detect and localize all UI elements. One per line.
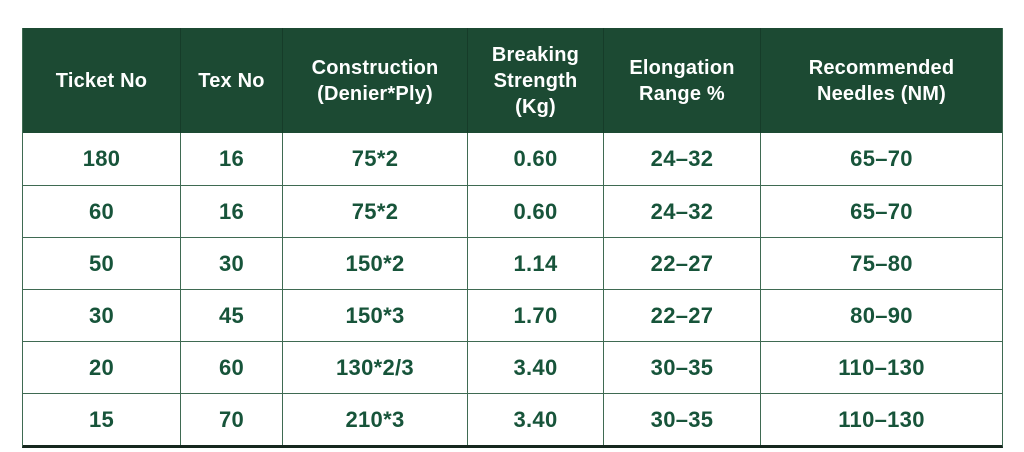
table-row: 180 16 75*2 0.60 24–32 65–70 [23, 133, 1002, 185]
table-cell: 24–32 [604, 133, 761, 185]
table-cell: 60 [181, 342, 283, 393]
table-cell: 75*2 [283, 186, 468, 237]
table-cell: 3.40 [468, 394, 604, 445]
column-header-2: Construction (Denier*Ply) [283, 28, 468, 133]
thread-spec-table: Ticket No Tex No Construction (Denier*Ply)… [22, 28, 1003, 448]
table-cell: 130*2/3 [283, 342, 468, 393]
table-cell: 65–70 [850, 198, 913, 224]
table-cell: 22–27 [604, 238, 761, 289]
table-header-row: Ticket No Tex No Construction (Denier*Ply)… [23, 28, 1002, 133]
table-row: 60 16 75*2 0.60 24–32 65–70 [23, 185, 1002, 237]
table-row: 50 30 150*2 1.14 22–27 75–80 [23, 237, 1002, 289]
table-cell: 210*3 [283, 394, 468, 445]
table-cell: 15 [23, 394, 181, 445]
table-cell: 110–130 [838, 406, 925, 432]
table-cell: 50 [23, 238, 181, 289]
table-cell: 0.60 [468, 186, 604, 237]
column-header-3: Breaking Strength (Kg) [468, 28, 604, 133]
table-cell: 150*3 [283, 290, 468, 341]
table-cell: 24–32 [604, 186, 761, 237]
table-row: 20 60 130*2/3 3.40 30–35 110–130 [23, 341, 1002, 393]
column-header-4: Elongation Range % [604, 28, 761, 133]
table-cell: 75–80 [850, 250, 913, 276]
table-cell: 70 [181, 394, 283, 445]
table-cell: 30 [181, 238, 283, 289]
table-cell: 30–35 [604, 394, 761, 445]
table-row: 30 45 150*3 1.70 22–27 80–90 [23, 289, 1002, 341]
column-header-5: Recommended Needles (NM) [808, 56, 955, 105]
table-cell: 22–27 [604, 290, 761, 341]
table-cell: 1.14 [468, 238, 604, 289]
table-cell: 30 [23, 290, 181, 341]
column-header-1: Tex No [181, 28, 283, 133]
table-cell: 30–35 [604, 342, 761, 393]
table-cell: 150*2 [283, 238, 468, 289]
column-header-0: Ticket No [23, 28, 181, 133]
table-cell: 60 [23, 186, 181, 237]
table-cell: 110–130 [838, 354, 925, 380]
table-cell: 65–70 [850, 146, 913, 171]
table-cell: 16 [181, 186, 283, 237]
table-body: 180 16 75*2 0.60 24–32 65–70 60 16 75*2 0.60 24–32… [23, 133, 1002, 445]
table-cell: 3.40 [468, 342, 604, 393]
table-cell: 180 [23, 133, 181, 185]
table-cell: 20 [23, 342, 181, 393]
table-row: 15 70 210*3 3.40 30–35 110–130 [23, 393, 1002, 445]
table-cell: 80–90 [850, 302, 913, 328]
table-cell: 1.70 [468, 290, 604, 341]
table-cell: 16 [181, 133, 283, 185]
table-cell: 0.60 [468, 133, 604, 185]
table-cell: 75*2 [283, 133, 468, 185]
table-cell: 45 [181, 290, 283, 341]
